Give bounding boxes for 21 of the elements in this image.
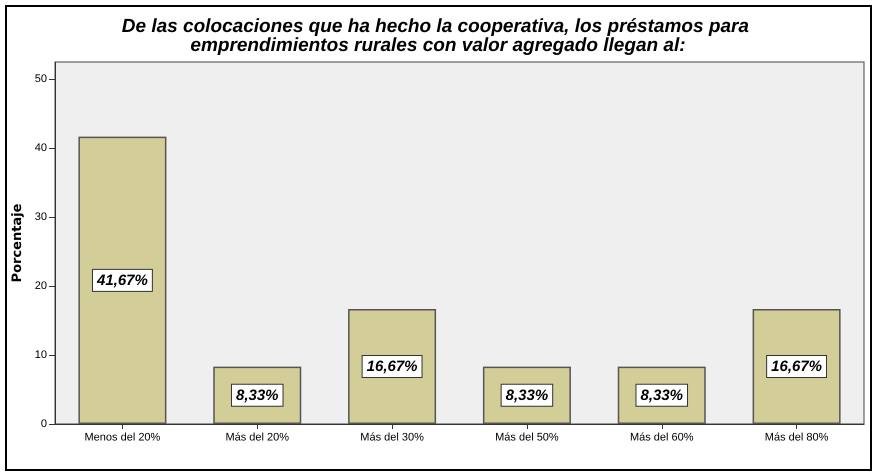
x-tick-label: Más del 30% — [360, 432, 424, 444]
y-tick-label: 0 — [40, 418, 47, 430]
x-tick-label: Más del 60% — [630, 432, 694, 444]
bar — [78, 136, 166, 424]
data-label: 8,33% — [236, 386, 279, 404]
data-label: 16,67% — [771, 358, 822, 376]
y-tick-label: 40 — [34, 142, 47, 154]
y-tick-label: 20 — [34, 280, 47, 292]
x-tick-label: Más del 80% — [764, 432, 829, 444]
y-tick-label: 50 — [34, 73, 47, 86]
x-tick-label: Más del 20% — [225, 432, 290, 444]
data-label: 8,33% — [640, 386, 684, 404]
y-tick-label: 10 — [34, 349, 47, 362]
x-tick-label: Más del 50% — [495, 432, 559, 444]
data-label: 16,67% — [366, 358, 418, 376]
data-label: 41,67% — [96, 272, 148, 289]
chart-title: De las colocaciones que ha hecho la cooperativa, los préstamos para emprendimientos rurales con valor agregado llegan al: — [122, 16, 754, 56]
x-tick-label: Menos del 20% — [84, 432, 161, 444]
data-label: 8,33% — [506, 386, 548, 404]
y-axis-title: Porcentaje — [10, 203, 25, 282]
y-tick-label: 30 — [34, 211, 47, 224]
